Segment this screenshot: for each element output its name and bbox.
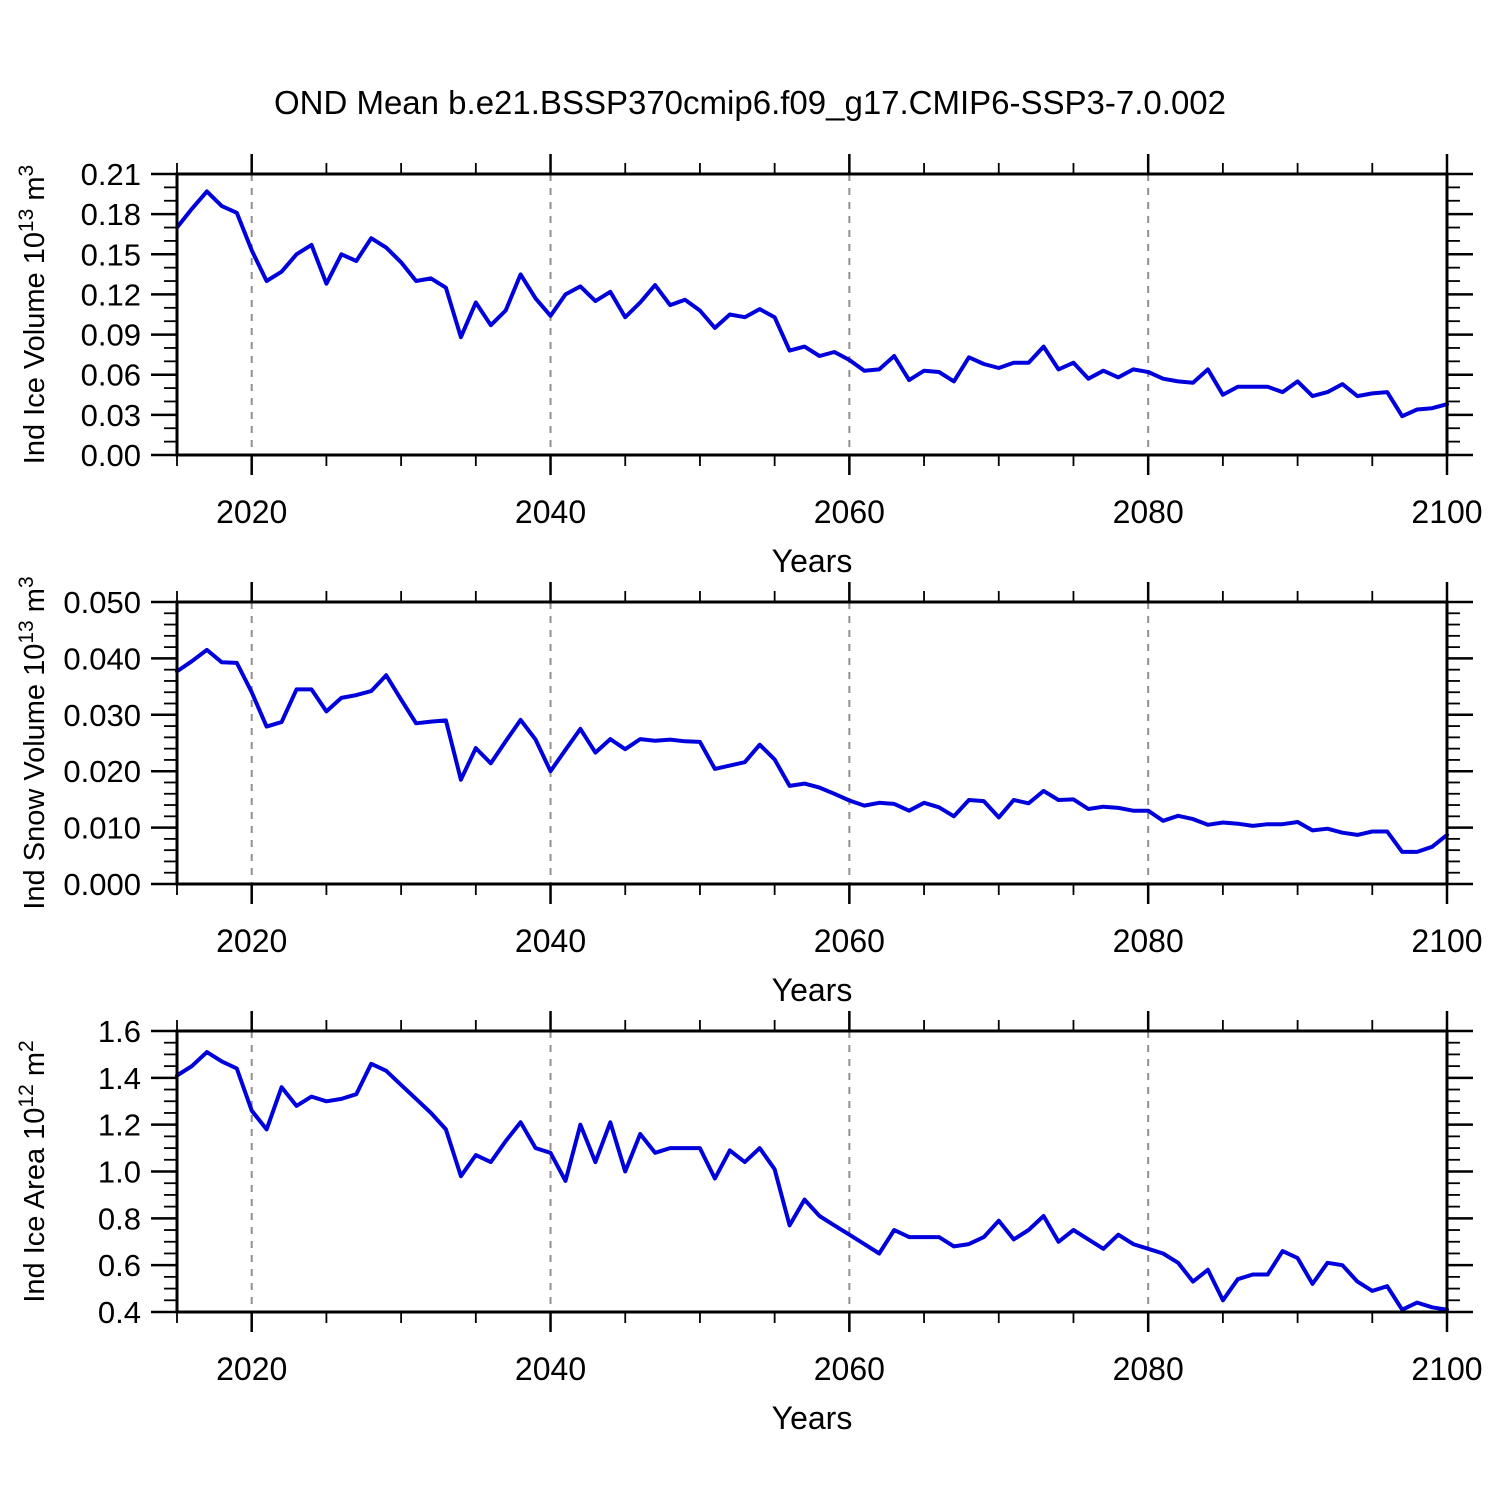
x-tick-label: 2100	[1411, 494, 1482, 530]
x-tick-label: 2060	[814, 1351, 885, 1387]
x-axis-label: Years	[772, 972, 853, 1008]
y-axis-label: Ind Ice Area 1012 m2	[15, 1040, 51, 1302]
x-axis-label: Years	[772, 1400, 853, 1436]
y-tick-label: 0.000	[63, 867, 141, 902]
y-tick-label: 0.00	[81, 438, 141, 473]
x-tick-label: 2100	[1411, 1351, 1482, 1387]
plot-box	[175, 172, 1449, 457]
x-tick-label: 2020	[216, 494, 287, 530]
y-tick-label: 0.6	[98, 1248, 141, 1283]
x-tick-label: 2040	[515, 494, 586, 530]
x-tick-label: 2080	[1113, 923, 1184, 959]
y-tick-label: 1.6	[98, 1014, 141, 1049]
series-line-ice-area	[175, 1050, 1449, 1312]
panel-snow-volume: 2020 2040 2060 2080 2100 0.000 0.010 0.020 0.030…	[15, 576, 1483, 1008]
panel-ice-area: 2020 2040 2060 2080 2100 0.4 0.6 0.8 1.0 1.2 1.4 1.…	[15, 1011, 1483, 1436]
series-line-snow-volume	[175, 647, 1449, 854]
y-tick-label: 0.4	[98, 1295, 141, 1330]
x-tick-label: 2060	[814, 494, 885, 530]
y-axis-label: Ind Snow Volume 1013 m3	[15, 576, 51, 909]
y-tick-label: 1.2	[98, 1108, 141, 1143]
y-tick-label: 0.8	[98, 1201, 141, 1236]
y-tick-label: 0.21	[81, 157, 141, 192]
y-tick-label: 0.15	[81, 237, 141, 272]
series-line-ice-volume	[175, 189, 1449, 419]
y-tick-label: 1.4	[98, 1061, 141, 1096]
x-tick-label: 2020	[216, 923, 287, 959]
x-axis-label: Years	[772, 543, 853, 579]
y-tick-label: 0.040	[63, 641, 141, 676]
y-tick-label: 0.03	[81, 398, 141, 433]
chart-title: OND Mean b.e21.BSSP370cmip6.f09_g17.CMIP…	[273, 84, 1227, 121]
x-tick-label: 2080	[1113, 494, 1184, 530]
x-tick-label: 2080	[1113, 1351, 1184, 1387]
y-tick-label: 1.0	[98, 1155, 141, 1190]
x-tick-label: 2040	[515, 1351, 586, 1387]
x-tick-label: 2020	[216, 1351, 287, 1387]
y-tick-label: 0.09	[81, 318, 141, 353]
y-tick-label: 0.06	[81, 358, 141, 393]
x-tick-label: 2100	[1411, 923, 1482, 959]
y-tick-label: 0.18	[81, 197, 141, 232]
y-tick-label: 0.020	[63, 754, 141, 789]
x-tick-label: 2060	[814, 923, 885, 959]
y-tick-label: 0.050	[63, 585, 141, 620]
y-axis-label: Ind Ice Volume 1013 m3	[15, 165, 51, 464]
plot-box	[175, 600, 1449, 886]
y-tick-label: 0.030	[63, 698, 141, 733]
x-tick-label: 2040	[515, 923, 586, 959]
y-tick-label: 0.010	[63, 811, 141, 846]
y-tick-label: 0.12	[81, 277, 141, 312]
panel-ice-volume: 2020 2040 2060 2080 2100 0.00 0.03 0.06 0.09 0.12…	[15, 154, 1483, 579]
